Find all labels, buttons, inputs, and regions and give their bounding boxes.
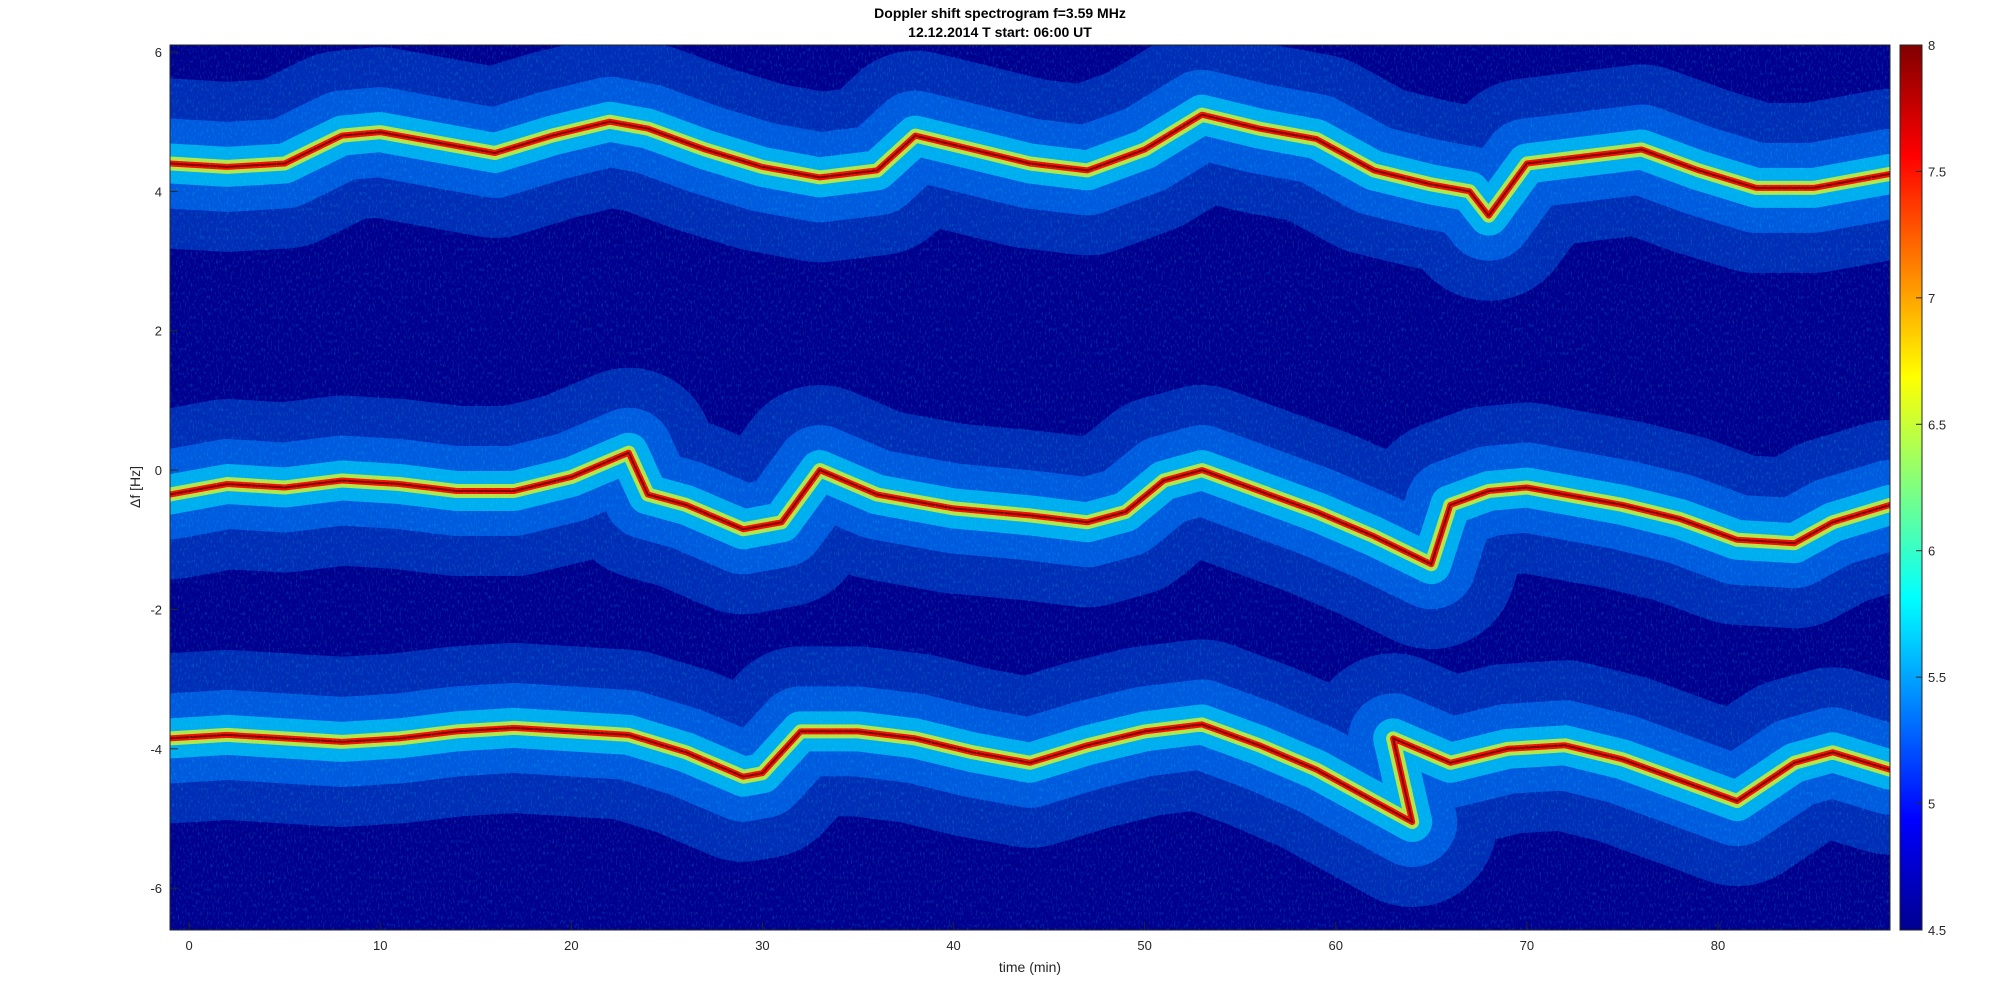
noise-speckle: [170, 45, 1890, 930]
y-tick-label: -2: [150, 602, 162, 617]
x-tick-label: 30: [755, 938, 769, 953]
colorbar: 8 7.5 7 6.5 6 5.5 5 4.5: [1899, 38, 1946, 938]
x-tick-label: 40: [946, 938, 960, 953]
chart-subtitle: 12.12.2014 T start: 06:00 UT: [908, 24, 1092, 40]
y-axis-label: Δf [Hz]: [127, 466, 143, 508]
colorbar-scale: [1899, 44, 1923, 931]
x-axis: 0 10 20 30 40 50 60 70 80: [185, 922, 1725, 953]
colorbar-tick-label: 6: [1928, 544, 1935, 559]
y-tick-label: 2: [155, 324, 162, 339]
colorbar-ticks: 8 7.5 7 6.5 6 5.5 5 4.5: [1916, 38, 1946, 938]
colorbar-tick-label: 8: [1928, 38, 1935, 53]
colorbar-tick-label: 5.5: [1928, 670, 1946, 685]
x-axis-label: time (min): [999, 959, 1061, 975]
colorbar-tick-label: 5: [1928, 797, 1935, 812]
spectrogram-plot: [169, 44, 1891, 931]
colorbar-tick-label: 4.5: [1928, 923, 1946, 938]
colorbar-tick-label: 7.5: [1928, 164, 1946, 179]
x-tick-label: 10: [373, 938, 387, 953]
x-tick-label: 50: [1137, 938, 1151, 953]
colorbar-tick-label: 7: [1928, 291, 1935, 306]
y-axis: 6 4 2 0 -2 -4 -6: [150, 45, 178, 896]
y-tick-label: -4: [150, 742, 162, 757]
x-tick-label: 70: [1520, 938, 1534, 953]
x-tick-label: 80: [1711, 938, 1725, 953]
x-tick-label: 60: [1329, 938, 1343, 953]
y-tick-label: 0: [155, 463, 162, 478]
x-tick-label: 20: [564, 938, 578, 953]
plot-frame: [169, 44, 1891, 931]
colorbar-tick-label: 6.5: [1928, 417, 1946, 432]
chart-title: Doppler shift spectrogram f=3.59 MHz: [874, 5, 1126, 21]
y-tick-label: -6: [150, 881, 162, 896]
x-tick-label: 0: [185, 938, 192, 953]
y-tick-label: 6: [155, 45, 162, 60]
y-tick-label: 4: [155, 184, 162, 199]
